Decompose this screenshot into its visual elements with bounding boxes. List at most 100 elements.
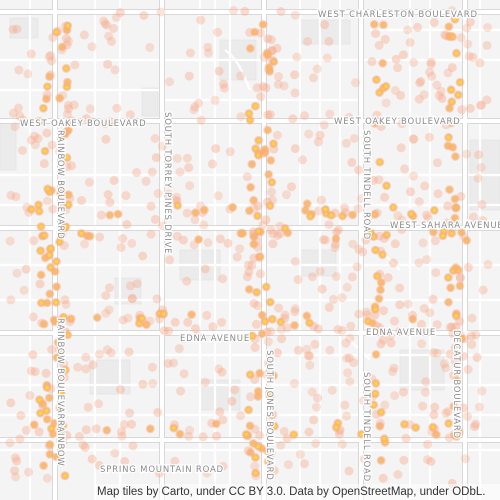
- heat-point: [164, 189, 174, 199]
- heat-point: [24, 467, 34, 477]
- heat-point-hotspot: [45, 187, 50, 191]
- heat-point: [183, 317, 193, 327]
- heat-point: [26, 49, 36, 59]
- heat-point-hotspot: [39, 224, 43, 229]
- heat-point: [174, 344, 184, 354]
- heat-point: [426, 60, 436, 69]
- heat-point: [80, 239, 89, 249]
- heat-point: [105, 197, 115, 207]
- heat-point: [429, 348, 438, 357]
- heat-point-hotspot: [270, 180, 274, 185]
- heat-point: [179, 334, 189, 344]
- heat-point: [212, 431, 221, 441]
- heat-point-core: [46, 450, 54, 458]
- heat-point: [25, 391, 35, 400]
- heat-point: [400, 164, 410, 174]
- heat-point: [165, 255, 175, 265]
- heat-point: [11, 472, 21, 482]
- heat-point: [256, 28, 265, 38]
- heat-point: [95, 232, 105, 242]
- heat-point: [345, 377, 355, 387]
- heat-point: [39, 159, 49, 169]
- heat-point: [393, 63, 403, 73]
- heat-point: [434, 91, 444, 101]
- heat-point-core: [256, 369, 263, 377]
- heat-point: [255, 269, 265, 279]
- heat-point: [395, 283, 405, 293]
- heat-point: [157, 141, 167, 151]
- heat-point-core: [46, 290, 54, 298]
- heat-point-core: [370, 21, 378, 28]
- heat-point: [287, 182, 296, 192]
- street-label-edna-avenue: EDNA AVENUE: [366, 328, 436, 338]
- heat-point: [385, 331, 395, 341]
- heat-point: [10, 466, 20, 476]
- heat-point: [63, 100, 73, 110]
- heat-point: [189, 105, 199, 115]
- heat-point: [192, 331, 202, 341]
- heat-point: [184, 163, 194, 173]
- heat-point-hotspot: [253, 455, 258, 460]
- heat-point: [46, 50, 55, 60]
- heat-point-core: [261, 146, 269, 153]
- heat-point: [179, 369, 189, 379]
- heat-point: [386, 338, 396, 348]
- heat-point-core: [451, 195, 459, 203]
- heat-point: [368, 175, 378, 185]
- heat-point: [81, 114, 91, 124]
- heat-point-hotspot: [38, 411, 43, 416]
- heat-point-core: [61, 130, 69, 138]
- heat-point: [104, 31, 114, 41]
- heat-point: [96, 210, 106, 220]
- heat-point: [420, 387, 430, 397]
- heat-point-core: [451, 214, 459, 222]
- heat-point: [251, 319, 261, 329]
- heat-point: [283, 460, 293, 470]
- heat-point: [463, 365, 473, 374]
- heat-point: [290, 257, 300, 267]
- heat-point: [317, 284, 327, 294]
- heat-point: [28, 312, 38, 322]
- heat-point: [315, 266, 325, 276]
- heat-point: [476, 162, 486, 172]
- heat-point: [87, 42, 97, 52]
- heat-point: [272, 43, 282, 53]
- map-attribution[interactable]: Map tiles by Carto, under CC BY 3.0. Dat…: [95, 484, 500, 500]
- heat-point-hotspot: [446, 135, 451, 140]
- heat-point: [337, 293, 347, 303]
- heat-point: [478, 285, 488, 295]
- heat-point: [109, 176, 119, 185]
- heat-point: [359, 396, 369, 406]
- heat-point: [475, 402, 484, 412]
- heat-point-hotspot: [137, 321, 142, 326]
- heat-point: [433, 189, 443, 199]
- heat-point: [443, 407, 453, 417]
- heat-point-hotspot: [441, 234, 445, 238]
- heat-point-core: [239, 230, 247, 237]
- heat-point: [295, 450, 305, 459]
- heat-point-hotspot: [271, 373, 276, 378]
- heat-point: [315, 130, 325, 140]
- heat-point: [116, 385, 125, 395]
- heat-point: [268, 229, 278, 239]
- heat-point: [305, 351, 314, 361]
- heat-point-hotspot: [371, 234, 376, 239]
- heat-point-core: [37, 271, 45, 279]
- heat-point-hotspot: [250, 334, 255, 338]
- heat-point: [397, 119, 407, 129]
- heat-point: [482, 95, 492, 105]
- heat-point: [207, 159, 217, 169]
- heat-point-hotspot: [456, 93, 461, 97]
- heat-point: [101, 291, 111, 301]
- heat-point: [99, 16, 109, 26]
- heat-point: [328, 294, 338, 304]
- heat-point-hotspot: [61, 315, 66, 320]
- heat-point: [229, 6, 239, 15]
- heat-point: [439, 359, 449, 369]
- heat-point: [344, 466, 354, 476]
- heat-point: [263, 34, 273, 44]
